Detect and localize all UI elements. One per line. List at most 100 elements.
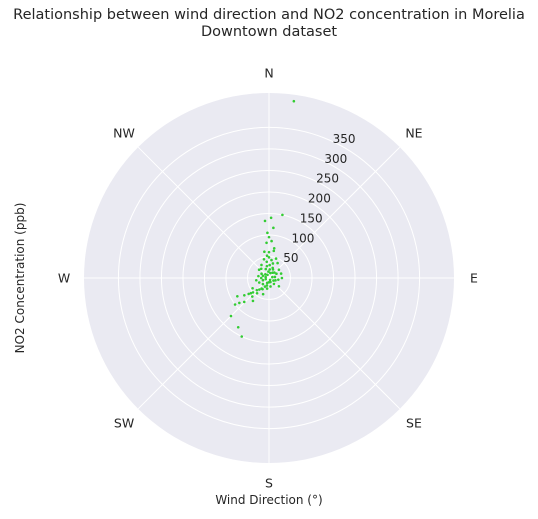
radial-grid-ring xyxy=(139,148,399,408)
data-point xyxy=(254,278,258,282)
data-point xyxy=(259,267,263,271)
data-point xyxy=(279,272,283,275)
data-point xyxy=(269,271,272,275)
direction-label: N xyxy=(264,66,273,81)
radial-grid-ring xyxy=(225,234,313,322)
angular-grid-line xyxy=(268,146,401,279)
data-point xyxy=(233,303,237,306)
data-point xyxy=(271,268,275,271)
radial-tick-label: 350 xyxy=(333,132,356,146)
data-point xyxy=(272,249,276,253)
data-point xyxy=(264,277,268,281)
data-point xyxy=(267,250,271,254)
angular-grid-line xyxy=(137,277,270,410)
angular-grid-line xyxy=(137,146,270,279)
data-point xyxy=(261,278,265,282)
data-point xyxy=(243,293,246,297)
direction-label: NE xyxy=(405,126,422,141)
direction-label: W xyxy=(58,271,70,286)
data-point xyxy=(263,285,267,288)
data-point xyxy=(251,286,254,290)
radial-grid-ring xyxy=(182,191,356,365)
data-point xyxy=(266,231,269,235)
data-point xyxy=(274,257,278,260)
direction-label: NW xyxy=(113,126,135,141)
data-point xyxy=(265,254,269,258)
data-point xyxy=(272,279,275,282)
data-point xyxy=(268,268,272,271)
data-point xyxy=(273,275,277,279)
data-point xyxy=(247,292,250,296)
data-points xyxy=(229,99,296,338)
radial-tick-label: 250 xyxy=(316,172,339,186)
data-point xyxy=(269,216,273,220)
data-point xyxy=(258,288,261,291)
data-point xyxy=(260,287,263,290)
radial-grid-ring xyxy=(160,169,378,387)
direction-label: E xyxy=(470,271,478,286)
radial-tick-labels: 50 100 150 200 250 300 350 xyxy=(283,132,355,265)
data-point xyxy=(267,281,271,284)
data-point xyxy=(249,291,253,295)
polar-grid xyxy=(84,93,454,463)
data-point xyxy=(259,276,263,280)
data-point xyxy=(265,260,269,264)
data-point xyxy=(272,282,276,286)
data-point xyxy=(271,271,275,275)
data-point xyxy=(265,264,269,268)
data-point xyxy=(257,281,261,284)
data-point xyxy=(255,291,259,295)
radial-tick-label: 300 xyxy=(324,152,347,166)
data-point xyxy=(251,299,255,303)
data-point xyxy=(251,295,254,298)
data-point xyxy=(265,241,268,245)
data-point xyxy=(272,226,275,230)
data-point xyxy=(268,278,272,282)
data-point xyxy=(263,219,267,223)
data-point xyxy=(265,287,269,290)
direction-labels: N NE E SE S SW W NW xyxy=(58,66,478,491)
data-point xyxy=(277,284,281,288)
angular-grid-line xyxy=(268,277,401,410)
direction-label: S xyxy=(265,476,273,491)
radial-tick-label: 200 xyxy=(308,192,331,206)
data-point xyxy=(277,278,280,281)
data-point xyxy=(262,257,266,261)
data-point xyxy=(270,239,273,243)
data-point xyxy=(274,279,277,282)
data-point xyxy=(263,250,266,254)
data-point xyxy=(269,285,272,288)
data-point xyxy=(264,275,267,279)
data-point xyxy=(242,300,246,304)
data-point xyxy=(265,284,269,287)
data-point xyxy=(270,258,273,262)
data-point xyxy=(277,268,281,272)
data-point xyxy=(238,301,241,305)
data-point xyxy=(257,274,260,278)
data-point xyxy=(280,276,284,280)
data-point xyxy=(240,335,244,338)
direction-label: SW xyxy=(114,415,134,430)
data-point xyxy=(281,213,284,217)
data-point xyxy=(271,262,275,265)
data-point xyxy=(264,273,267,276)
data-point xyxy=(229,314,233,318)
data-point xyxy=(276,261,279,265)
data-point xyxy=(236,325,240,329)
data-point xyxy=(266,273,269,277)
data-point xyxy=(267,270,270,273)
data-point xyxy=(272,247,276,250)
x-axis-label: Wind Direction (°) xyxy=(215,493,322,507)
radial-grid-ring xyxy=(203,212,335,344)
data-point xyxy=(255,288,259,292)
data-point xyxy=(267,235,271,239)
data-point xyxy=(236,294,239,298)
data-point xyxy=(261,292,265,296)
data-point xyxy=(261,274,265,278)
data-point xyxy=(292,99,296,103)
radial-grid-ring xyxy=(117,126,421,430)
radial-tick-label: 150 xyxy=(300,211,323,225)
data-point xyxy=(264,267,268,271)
data-point xyxy=(257,268,261,272)
